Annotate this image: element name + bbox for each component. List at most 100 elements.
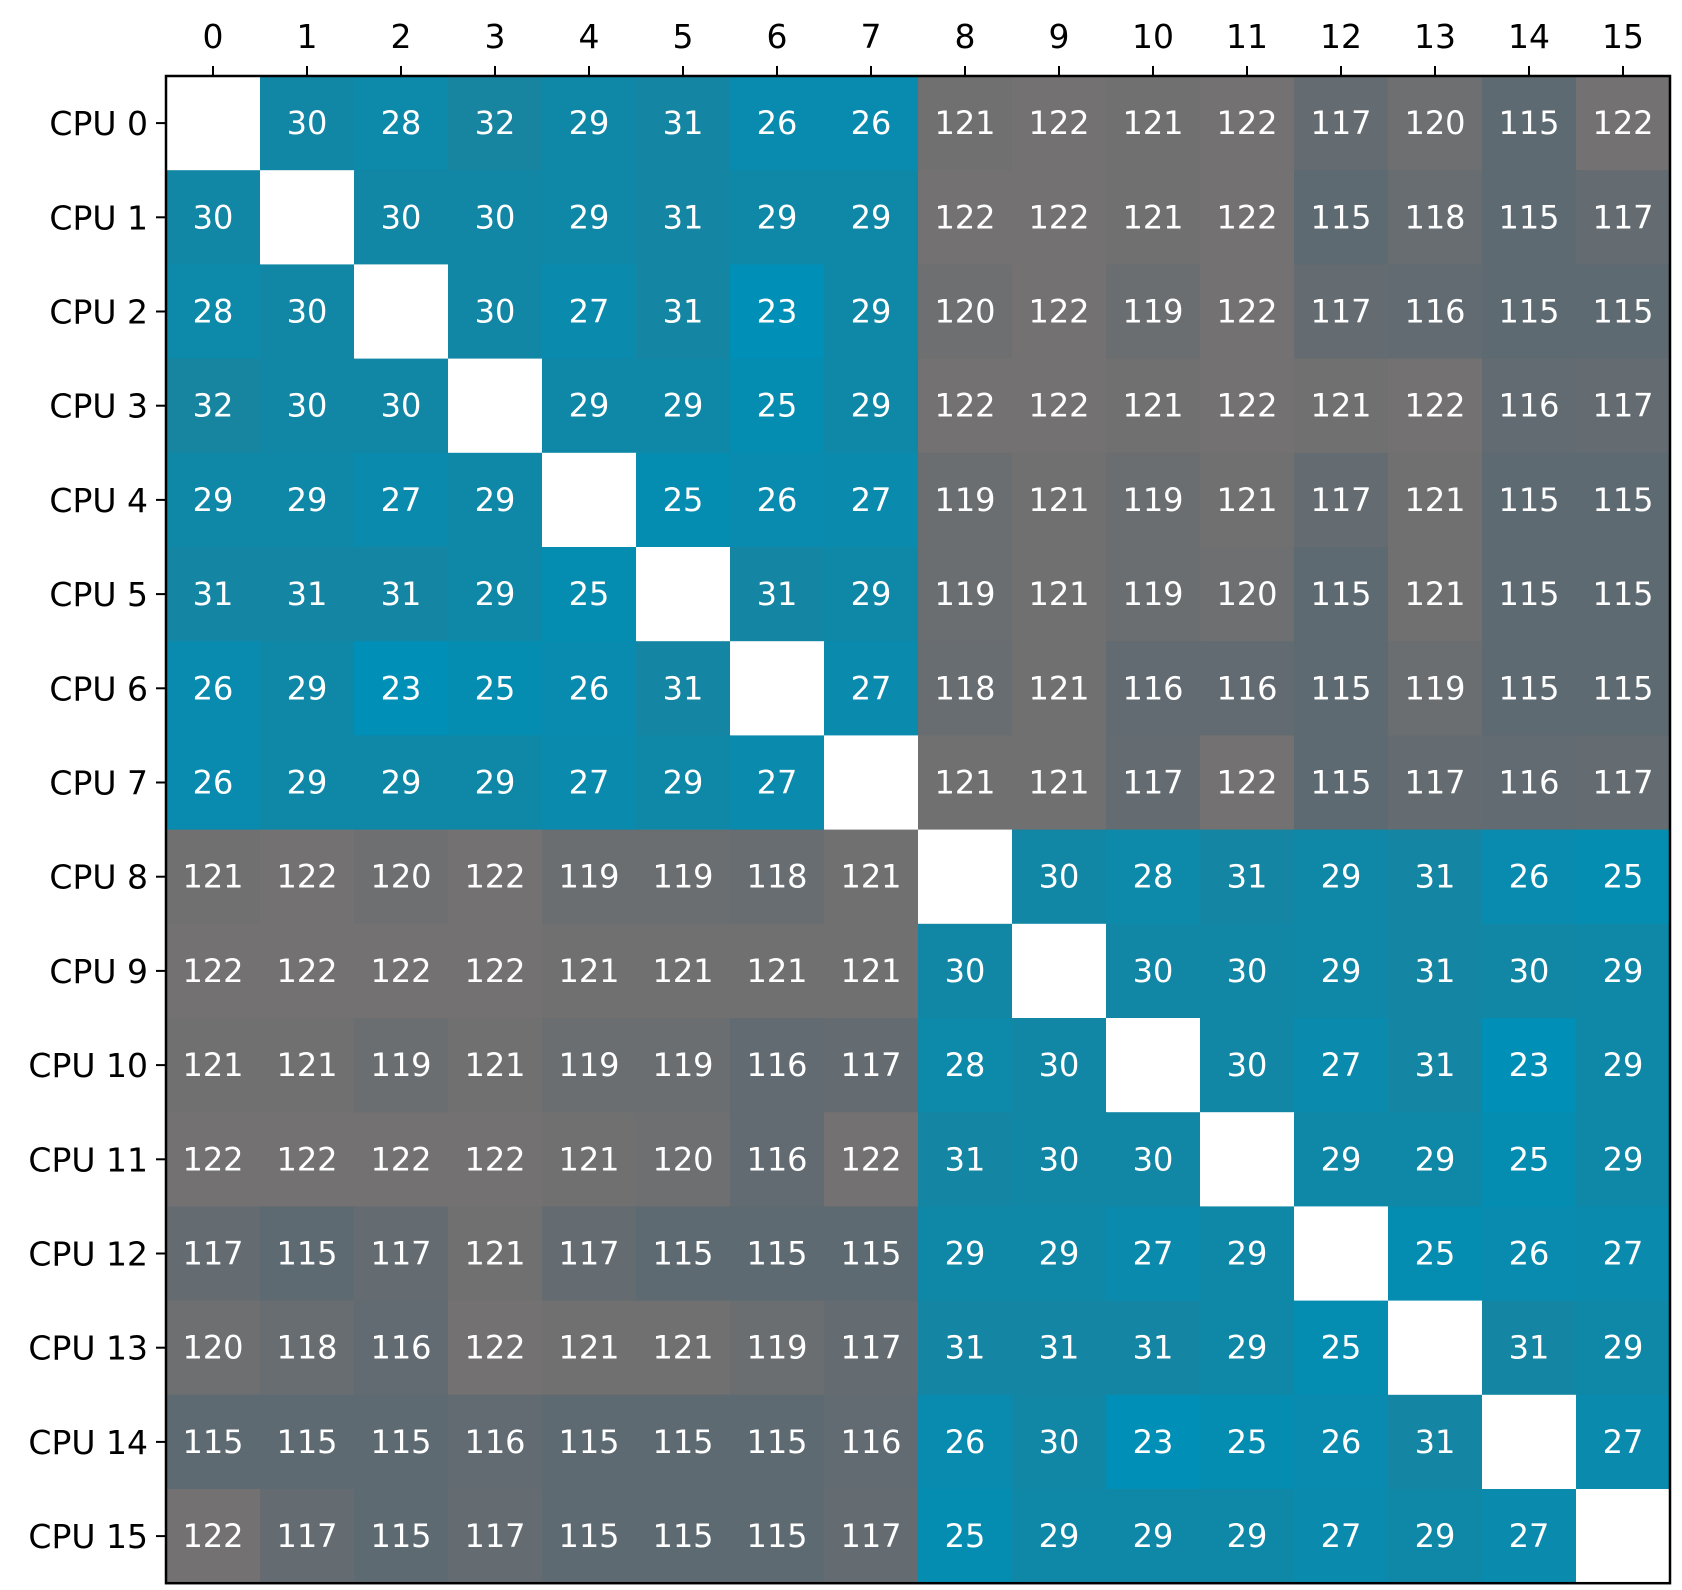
heatmap-cell (1012, 641, 1107, 736)
cell-value-label: 116 (1216, 669, 1277, 707)
cell-value-label: 29 (569, 387, 610, 425)
heatmap-cell (636, 264, 731, 360)
heatmap-cell (1106, 547, 1201, 642)
heatmap-cell (824, 76, 919, 171)
cell-value-label: 31 (757, 575, 798, 613)
heatmap-cell (1576, 452, 1671, 548)
heatmap-cell (636, 1300, 731, 1396)
cell-value-label: 29 (1603, 952, 1644, 990)
heatmap-cell (1482, 1112, 1577, 1207)
heatmap-cell (1012, 1112, 1107, 1207)
cell-value-label: 29 (851, 293, 892, 331)
cell-value-label: 115 (1310, 669, 1371, 707)
heatmap-cell (1482, 1206, 1577, 1302)
heatmap-cell (1294, 1489, 1389, 1584)
cell-value-label: 28 (193, 293, 234, 331)
heatmap-cell (1388, 641, 1483, 736)
heatmap-cell (730, 1300, 825, 1396)
cell-value-label: 122 (840, 1140, 901, 1178)
x-tick-label: 3 (485, 17, 506, 56)
heatmap-cell (1576, 1394, 1671, 1490)
heatmap-cell (636, 452, 731, 548)
cell-value-label: 115 (1498, 575, 1559, 613)
cell-value-label: 30 (1227, 952, 1268, 990)
heatmap-cell (448, 170, 543, 265)
cell-value-label: 121 (1216, 481, 1277, 519)
cell-value-label: 119 (652, 858, 713, 896)
heatmap-cell (636, 1112, 731, 1207)
cell-value-label: 27 (569, 293, 610, 331)
heatmap-cell (354, 547, 449, 642)
heatmap-cell (918, 358, 1013, 454)
heatmap-cell (166, 264, 261, 360)
cell-value-label: 27 (569, 764, 610, 802)
heatmap-cell (1576, 735, 1671, 831)
cell-value-label: 119 (370, 1046, 431, 1084)
heatmap-cell (542, 358, 637, 454)
cell-value-label: 31 (663, 104, 704, 142)
cell-value-label: 116 (1498, 764, 1559, 802)
cell-value-label: 117 (182, 1235, 243, 1273)
heatmap-cell (1576, 1206, 1671, 1302)
heatmap-cell (730, 452, 825, 548)
cell-value-label: 31 (945, 1329, 986, 1367)
y-tick-label: CPU 4 (49, 481, 148, 520)
x-tick-label: 0 (203, 17, 224, 56)
cell-value-label: 30 (381, 198, 422, 236)
heatmap-cell (1106, 1112, 1201, 1207)
heatmap-cell (448, 829, 543, 925)
heatmap-cell (1388, 170, 1483, 265)
cell-value-label: 30 (287, 104, 328, 142)
heatmap-cell (730, 829, 825, 925)
cell-value-label: 121 (276, 1046, 337, 1084)
cell-value-label: 121 (652, 1329, 713, 1367)
cell-value-label: 122 (1216, 104, 1277, 142)
heatmap-cell (918, 641, 1013, 736)
heatmap-cell (1388, 358, 1483, 454)
heatmap-cell (260, 829, 355, 925)
cell-value-label: 116 (840, 1423, 901, 1461)
cell-value-label: 115 (840, 1235, 901, 1273)
heatmap-cell (1294, 1394, 1389, 1490)
cell-value-label: 31 (1415, 1046, 1456, 1084)
heatmap-cell (166, 76, 261, 171)
cell-value-label: 115 (652, 1235, 713, 1273)
x-tick-label: 10 (1132, 17, 1174, 56)
cell-value-label: 30 (1509, 952, 1550, 990)
cell-value-label: 121 (464, 1235, 525, 1273)
cell-value-label: 116 (746, 1046, 807, 1084)
heatmap-cell (918, 76, 1013, 171)
heatmap-cell (1012, 829, 1107, 925)
cell-value-label: 25 (1603, 858, 1644, 896)
heatmap-cell (1012, 358, 1107, 454)
cell-value-label: 122 (370, 952, 431, 990)
cell-value-label: 29 (1603, 1329, 1644, 1367)
cell-value-label: 28 (945, 1046, 986, 1084)
heatmap-cell (1106, 264, 1201, 360)
cell-value-label: 115 (1498, 293, 1559, 331)
heatmap-cell (824, 923, 919, 1019)
cell-value-label: 31 (945, 1140, 986, 1178)
heatmap-cell (918, 829, 1013, 925)
y-tick-label: CPU 15 (28, 1517, 148, 1556)
heatmap-cell (824, 170, 919, 265)
heatmap-cell (1388, 735, 1483, 831)
cell-value-label: 115 (746, 1423, 807, 1461)
cell-value-label: 26 (1321, 1423, 1362, 1461)
heatmap-cell (1388, 829, 1483, 925)
cell-value-label: 122 (182, 1140, 243, 1178)
cell-value-label: 26 (945, 1423, 986, 1461)
y-tick-label: CPU 3 (49, 387, 148, 426)
heatmap-cell (448, 547, 543, 642)
heatmap-cell (354, 923, 449, 1019)
heatmap-cell (260, 358, 355, 454)
cell-value-label: 116 (1404, 293, 1465, 331)
cell-value-label: 121 (1028, 481, 1089, 519)
x-tick-label: 5 (673, 17, 694, 56)
cell-value-label: 122 (464, 1140, 525, 1178)
heatmap-cell (542, 170, 637, 265)
y-tick-label: CPU 8 (49, 858, 148, 897)
heatmap-cell (354, 76, 449, 171)
cell-value-label: 115 (1592, 293, 1653, 331)
heatmap-cell (1482, 264, 1577, 360)
